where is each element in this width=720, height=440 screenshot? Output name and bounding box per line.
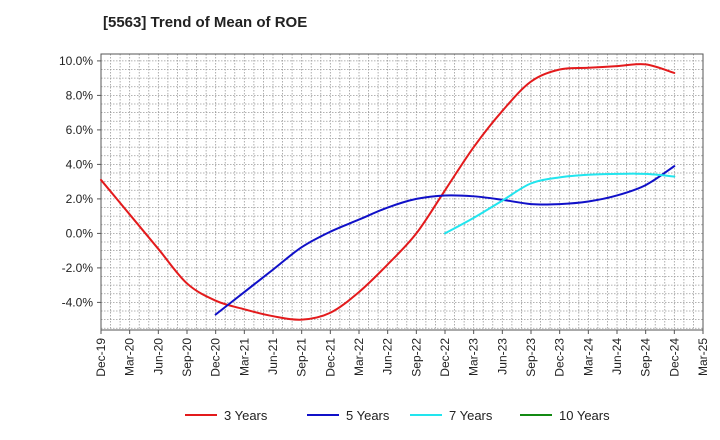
- x-tick-label: Sep-20: [180, 338, 194, 377]
- legend-label-3-years: 3 Years: [224, 408, 268, 423]
- grid-lines: [101, 54, 703, 330]
- y-tick-label: 2.0%: [66, 192, 94, 206]
- y-tick-label: 4.0%: [66, 157, 94, 171]
- series-line-3-years: [100, 63, 676, 321]
- x-tick-label: Jun-23: [495, 338, 509, 375]
- legend-label-10-years: 10 Years: [559, 408, 610, 423]
- x-tick-label: Jun-24: [610, 338, 624, 375]
- x-tick-label: Jun-21: [266, 338, 280, 375]
- legend-label-7-years: 7 Years: [449, 408, 493, 423]
- chart-title: [5563] Trend of Mean of ROE: [103, 14, 308, 31]
- x-tick-label: Dec-20: [209, 338, 223, 377]
- series-lines: [100, 63, 676, 321]
- y-axis-tick-labels: -4.0% -2.0% 0.0% 2.0% 4.0% 6.0% 8.0% 10.0%: [59, 54, 94, 309]
- series-line-7-years: [444, 172, 676, 235]
- x-tick-label: Dec-19: [94, 338, 108, 377]
- x-tick-label: Sep-21: [295, 338, 309, 377]
- x-tick-label: Mar-22: [352, 338, 366, 376]
- x-tick-label: Mar-24: [581, 338, 595, 376]
- y-tick-label: 10.0%: [59, 54, 93, 68]
- y-tick-label: 6.0%: [66, 123, 94, 137]
- x-tick-label: Dec-22: [438, 338, 452, 377]
- legend-label-5-years: 5 Years: [346, 408, 390, 423]
- x-tick-label: Sep-24: [639, 338, 653, 377]
- series-line-5-years: [214, 165, 676, 316]
- legend: 3 Years 5 Years 7 Years 10 Years: [185, 408, 610, 423]
- x-tick-label: Jun-20: [151, 338, 165, 375]
- plot-area-frame: [100, 53, 704, 331]
- x-tick-label: Mar-23: [467, 338, 481, 376]
- x-tick-label: Sep-23: [524, 338, 538, 377]
- y-tick-label: -4.0%: [62, 295, 94, 309]
- x-tick-label: Dec-21: [323, 338, 337, 377]
- y-tick-label: 0.0%: [66, 226, 94, 240]
- y-tick-label: 8.0%: [66, 88, 94, 102]
- x-axis-tick-labels: Dec-19 Mar-20 Jun-20 Sep-20 Dec-20 Mar-21 Jun-…: [94, 338, 710, 377]
- x-tick-label: Mar-20: [123, 338, 137, 376]
- x-tick-label: Dec-23: [553, 338, 567, 377]
- x-tick-label: Mar-21: [237, 338, 251, 376]
- x-tick-label: Dec-24: [667, 338, 681, 377]
- x-tick-label: Mar-25: [696, 338, 710, 376]
- axes: [97, 53, 704, 334]
- x-tick-label: Jun-22: [381, 338, 395, 375]
- y-tick-label: -2.0%: [62, 261, 94, 275]
- x-tick-label: Sep-22: [409, 338, 423, 377]
